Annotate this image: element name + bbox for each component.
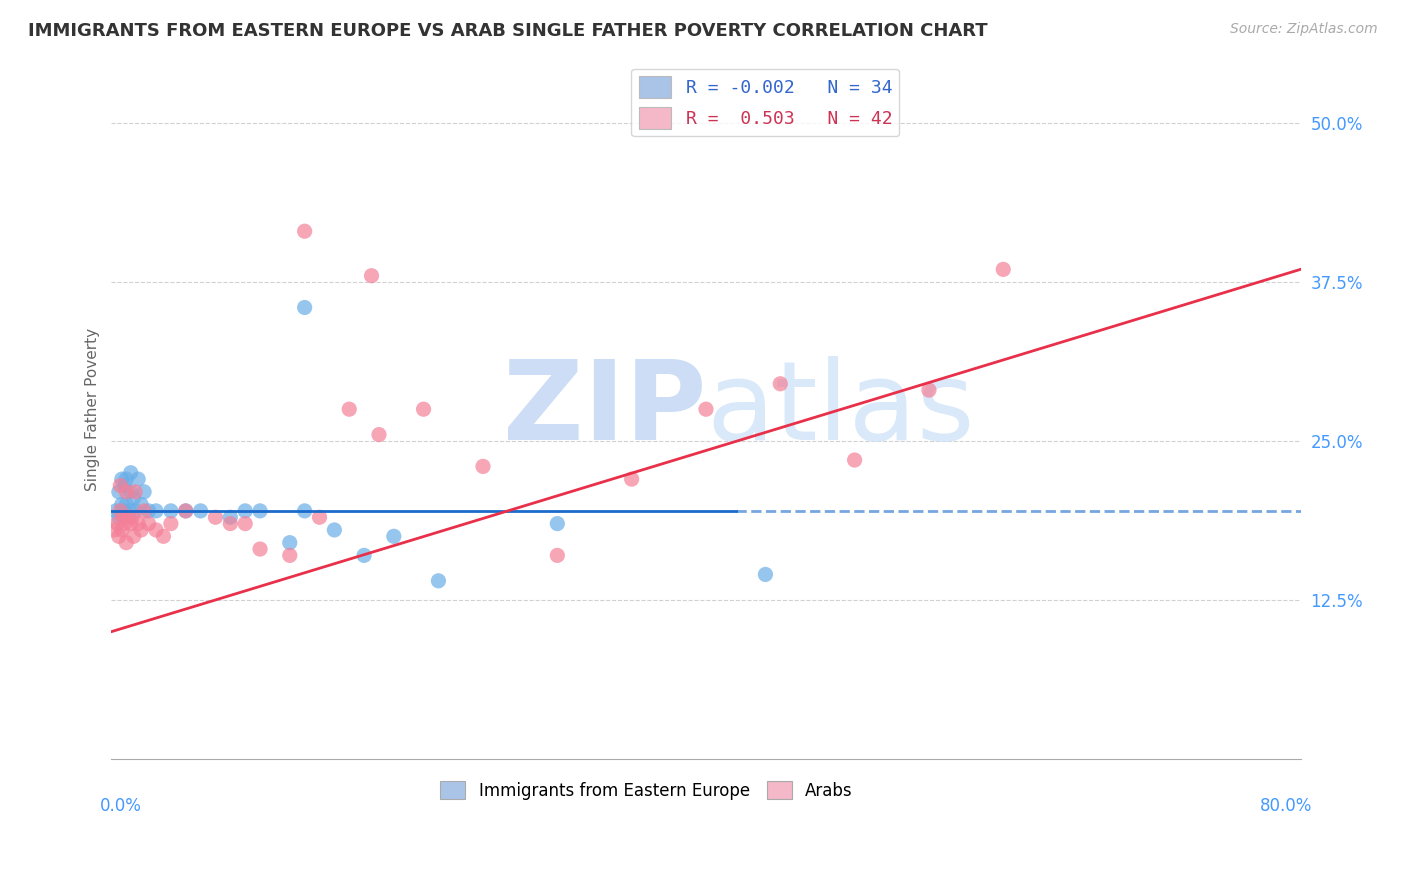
Point <box>127 472 149 486</box>
Point <box>118 504 141 518</box>
Point <box>323 523 346 537</box>
Point <box>114 516 136 531</box>
Point <box>427 574 450 588</box>
Point <box>368 427 391 442</box>
Point <box>138 516 160 531</box>
Point <box>122 529 145 543</box>
Point <box>160 504 183 518</box>
Point <box>108 529 131 543</box>
Point <box>754 567 776 582</box>
Point <box>152 529 174 543</box>
Point <box>120 516 142 531</box>
Point <box>174 504 197 518</box>
Point <box>233 504 256 518</box>
Point <box>104 504 127 518</box>
Point <box>174 504 197 518</box>
Point <box>108 484 131 499</box>
Point <box>844 453 866 467</box>
Point <box>382 529 405 543</box>
Point <box>918 383 941 397</box>
Point <box>108 510 131 524</box>
Point <box>219 510 242 524</box>
Text: Source: ZipAtlas.com: Source: ZipAtlas.com <box>1230 22 1378 37</box>
Point <box>190 504 212 518</box>
Point <box>249 542 271 557</box>
Point <box>993 262 1015 277</box>
Point <box>129 523 152 537</box>
Point <box>110 478 132 492</box>
Point <box>353 549 375 563</box>
Point <box>112 504 135 518</box>
Point <box>278 549 301 563</box>
Point <box>695 402 717 417</box>
Point <box>132 484 155 499</box>
Point <box>111 498 134 512</box>
Point <box>204 510 226 524</box>
Point <box>546 549 568 563</box>
Point <box>120 466 142 480</box>
Point <box>360 268 382 283</box>
Point <box>124 484 146 499</box>
Point <box>219 516 242 531</box>
Point <box>120 484 142 499</box>
Point <box>132 504 155 518</box>
Point <box>308 510 330 524</box>
Point <box>249 504 271 518</box>
Point <box>115 535 138 549</box>
Point <box>115 484 138 499</box>
Point <box>115 472 138 486</box>
Point <box>546 516 568 531</box>
Point <box>122 491 145 505</box>
Text: atlas: atlas <box>706 356 974 463</box>
Point <box>472 459 495 474</box>
Point <box>294 301 316 315</box>
Point <box>620 472 643 486</box>
Text: 0.0%: 0.0% <box>100 797 142 815</box>
Point <box>111 523 134 537</box>
Legend: R = -0.002   N = 34, R =  0.503   N = 42: R = -0.002 N = 34, R = 0.503 N = 42 <box>631 69 900 136</box>
Point <box>278 535 301 549</box>
Point <box>145 523 167 537</box>
Y-axis label: Single Father Poverty: Single Father Poverty <box>86 327 100 491</box>
Text: ZIP: ZIP <box>502 356 706 463</box>
Point <box>129 498 152 512</box>
Point <box>112 510 135 524</box>
Point <box>103 523 125 537</box>
Point <box>337 402 360 417</box>
Point <box>138 504 160 518</box>
Point <box>114 478 136 492</box>
Point <box>769 376 792 391</box>
Point <box>294 224 316 238</box>
Point <box>105 516 128 531</box>
Point <box>160 516 183 531</box>
Text: IMMIGRANTS FROM EASTERN EUROPE VS ARAB SINGLE FATHER POVERTY CORRELATION CHART: IMMIGRANTS FROM EASTERN EUROPE VS ARAB S… <box>28 22 988 40</box>
Point <box>111 472 134 486</box>
Text: 80.0%: 80.0% <box>1260 797 1312 815</box>
Point <box>110 504 132 518</box>
Point <box>124 504 146 518</box>
Point <box>233 516 256 531</box>
Point <box>294 504 316 518</box>
Point <box>121 510 143 524</box>
Point <box>115 498 138 512</box>
Point <box>127 516 149 531</box>
Point <box>118 510 141 524</box>
Point <box>145 504 167 518</box>
Point <box>412 402 434 417</box>
